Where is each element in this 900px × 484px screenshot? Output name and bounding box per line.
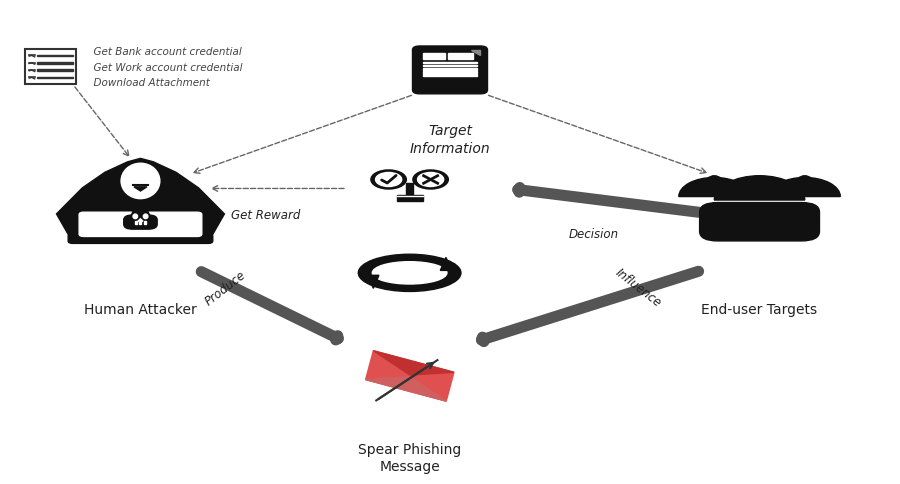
Polygon shape — [365, 377, 446, 401]
Text: Influence: Influence — [613, 266, 664, 310]
Ellipse shape — [133, 214, 138, 219]
Text: Target
Information: Target Information — [410, 124, 490, 155]
Circle shape — [375, 173, 401, 187]
Wedge shape — [679, 178, 750, 197]
FancyBboxPatch shape — [25, 50, 77, 84]
FancyBboxPatch shape — [37, 56, 73, 57]
Ellipse shape — [373, 262, 447, 285]
Polygon shape — [138, 219, 143, 222]
Ellipse shape — [748, 177, 770, 199]
FancyBboxPatch shape — [123, 215, 158, 230]
FancyBboxPatch shape — [423, 65, 477, 67]
Polygon shape — [365, 351, 454, 401]
Polygon shape — [374, 351, 454, 375]
Text: Produce: Produce — [202, 268, 248, 307]
Text: End-user Targets: End-user Targets — [701, 302, 817, 316]
FancyBboxPatch shape — [140, 222, 141, 225]
FancyBboxPatch shape — [75, 211, 206, 240]
Text: Human Attacker: Human Attacker — [84, 302, 197, 316]
FancyBboxPatch shape — [423, 54, 446, 60]
Polygon shape — [471, 51, 481, 56]
FancyBboxPatch shape — [412, 47, 488, 95]
Wedge shape — [715, 176, 805, 200]
Circle shape — [418, 173, 444, 187]
FancyBboxPatch shape — [423, 72, 477, 74]
FancyBboxPatch shape — [423, 69, 477, 71]
Text: Repeat: Repeat — [389, 264, 430, 277]
Polygon shape — [368, 276, 379, 289]
Ellipse shape — [705, 176, 724, 196]
FancyBboxPatch shape — [68, 234, 212, 244]
FancyBboxPatch shape — [135, 222, 137, 225]
Ellipse shape — [122, 164, 160, 199]
FancyBboxPatch shape — [79, 213, 202, 237]
FancyBboxPatch shape — [423, 75, 477, 77]
Text: Decision: Decision — [569, 227, 618, 241]
FancyBboxPatch shape — [37, 63, 73, 64]
FancyBboxPatch shape — [37, 70, 73, 72]
Polygon shape — [57, 159, 224, 237]
Ellipse shape — [131, 209, 149, 225]
Ellipse shape — [795, 176, 815, 196]
Circle shape — [413, 170, 448, 190]
FancyBboxPatch shape — [37, 77, 73, 79]
FancyBboxPatch shape — [699, 203, 820, 242]
Polygon shape — [397, 183, 423, 201]
Wedge shape — [770, 178, 841, 197]
Polygon shape — [440, 258, 452, 271]
Circle shape — [371, 170, 407, 190]
FancyBboxPatch shape — [447, 54, 473, 60]
Polygon shape — [134, 187, 147, 192]
Ellipse shape — [143, 214, 148, 219]
Text: Spear Phishing
Message: Spear Phishing Message — [358, 442, 461, 473]
FancyBboxPatch shape — [144, 222, 146, 225]
Text: Get Reward: Get Reward — [231, 208, 301, 221]
Ellipse shape — [358, 255, 461, 292]
Text: Get Bank account credential
  Get Work account credential
  Download Attachment: Get Bank account credential Get Work acc… — [86, 47, 242, 88]
FancyBboxPatch shape — [423, 62, 477, 64]
